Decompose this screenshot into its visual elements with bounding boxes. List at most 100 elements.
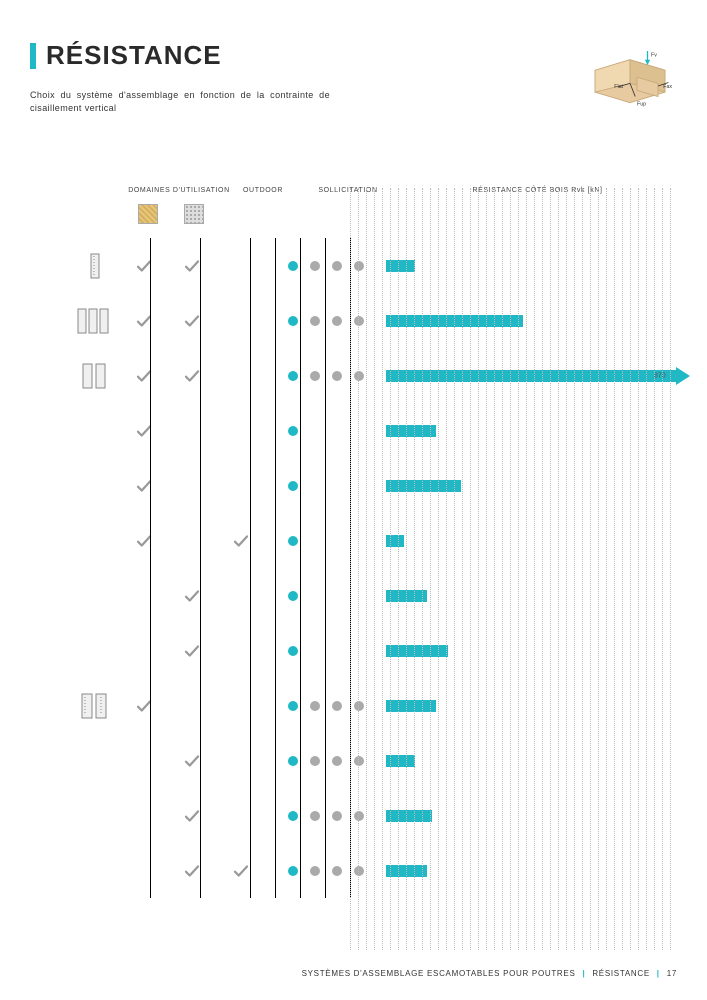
table-row	[70, 843, 677, 898]
sollicitation-dots	[266, 811, 386, 821]
concrete-check	[168, 257, 216, 275]
product-icon	[70, 692, 120, 720]
concrete-check	[168, 862, 216, 880]
concrete-check	[168, 587, 216, 605]
sollicitation-dots	[266, 371, 386, 381]
table-row	[70, 678, 677, 733]
sol-dot	[354, 811, 364, 821]
wood-check	[120, 477, 168, 495]
wood-check	[120, 532, 168, 550]
table-row	[70, 238, 677, 293]
header-resistance: RÉSISTANCE CÔTÉ BOIS Rvk [kN]	[408, 187, 677, 194]
footer-left: SYSTÈMES D'ASSEMBLAGE ESCAMOTABLES POUR …	[302, 969, 576, 978]
table-row	[70, 403, 677, 458]
resistance-bar-cell	[386, 293, 677, 348]
resistance-bar	[386, 755, 415, 767]
resistance-bar	[386, 645, 448, 657]
page-footer: SYSTÈMES D'ASSEMBLAGE ESCAMOTABLES POUR …	[302, 969, 677, 978]
table-row: 870	[70, 348, 677, 403]
sol-dot	[310, 536, 320, 546]
page-subtitle: Choix du système d'assemblage en fonctio…	[30, 89, 330, 115]
resistance-bar-cell	[386, 513, 677, 568]
footer-right: RÉSISTANCE	[592, 969, 650, 978]
concrete-check	[168, 752, 216, 770]
resistance-bar	[386, 700, 436, 712]
sol-dot	[288, 316, 298, 326]
sollicitation-dots	[266, 866, 386, 876]
concrete-check	[168, 642, 216, 660]
resistance-bar	[386, 370, 676, 382]
wood-check	[120, 367, 168, 385]
resistance-bar	[386, 315, 523, 327]
product-icon	[70, 362, 120, 390]
resistance-bar	[386, 810, 432, 822]
sol-dot	[354, 481, 364, 491]
sol-dot	[354, 646, 364, 656]
sol-dot	[288, 371, 298, 381]
sol-dot	[354, 756, 364, 766]
sol-dot	[310, 646, 320, 656]
sol-dot	[354, 536, 364, 546]
sollicitation-dots	[266, 646, 386, 656]
resistance-table: 870	[30, 238, 677, 898]
sol-dot	[288, 811, 298, 821]
beam-diagram: Fv Flat Fup Fax	[585, 44, 675, 114]
sol-dot	[310, 701, 320, 711]
sollicitation-dots	[266, 591, 386, 601]
wood-check	[120, 422, 168, 440]
sollicitation-dots	[266, 701, 386, 711]
table-row	[70, 458, 677, 513]
sollicitation-dots	[266, 481, 386, 491]
sol-dot	[310, 866, 320, 876]
resistance-bar-cell	[386, 403, 677, 458]
arrow-label: 870	[654, 372, 666, 379]
svg-text:Fax: Fax	[663, 84, 672, 90]
sollicitation-dots	[266, 316, 386, 326]
resistance-bar-cell	[386, 238, 677, 293]
outdoor-check	[216, 532, 266, 550]
concrete-check	[168, 367, 216, 385]
sol-dot	[354, 426, 364, 436]
resistance-bar-cell: 870	[386, 348, 677, 403]
arrow-icon	[676, 367, 690, 385]
header-domains: DOMAINES D'UTILISATION	[120, 187, 238, 194]
resistance-bar	[386, 480, 461, 492]
sol-dot	[332, 811, 342, 821]
sol-dot	[332, 426, 342, 436]
sol-dot	[332, 536, 342, 546]
concrete-icon	[184, 204, 204, 224]
column-divider	[275, 238, 276, 898]
outdoor-check	[216, 862, 266, 880]
footer-sep-2: |	[657, 969, 660, 978]
sol-dot	[354, 316, 364, 326]
resistance-bar	[386, 865, 427, 877]
sol-dot	[288, 646, 298, 656]
table-row	[70, 513, 677, 568]
sol-dot	[332, 701, 342, 711]
wood-icon	[138, 204, 158, 224]
sol-dot	[332, 316, 342, 326]
sol-dot	[288, 261, 298, 271]
resistance-bar	[386, 425, 436, 437]
column-divider	[325, 238, 326, 898]
column-divider	[200, 238, 201, 898]
concrete-check	[168, 807, 216, 825]
accent-bar	[30, 43, 36, 69]
sol-dot	[310, 811, 320, 821]
sol-dot	[332, 646, 342, 656]
svg-text:Fv: Fv	[651, 52, 657, 58]
sol-dot	[310, 591, 320, 601]
wood-check	[120, 697, 168, 715]
table-row	[70, 293, 677, 348]
sol-dot	[310, 426, 320, 436]
sol-dot	[332, 371, 342, 381]
sol-dot	[332, 591, 342, 601]
svg-text:Fup: Fup	[637, 101, 646, 107]
sol-dot	[354, 591, 364, 601]
resistance-bar-cell	[386, 623, 677, 678]
sol-dot	[288, 591, 298, 601]
sol-dot	[354, 371, 364, 381]
column-headers: DOMAINES D'UTILISATION OUTDOOR SOLLICITA…	[30, 187, 677, 194]
wood-check	[120, 312, 168, 330]
sol-dot	[310, 756, 320, 766]
